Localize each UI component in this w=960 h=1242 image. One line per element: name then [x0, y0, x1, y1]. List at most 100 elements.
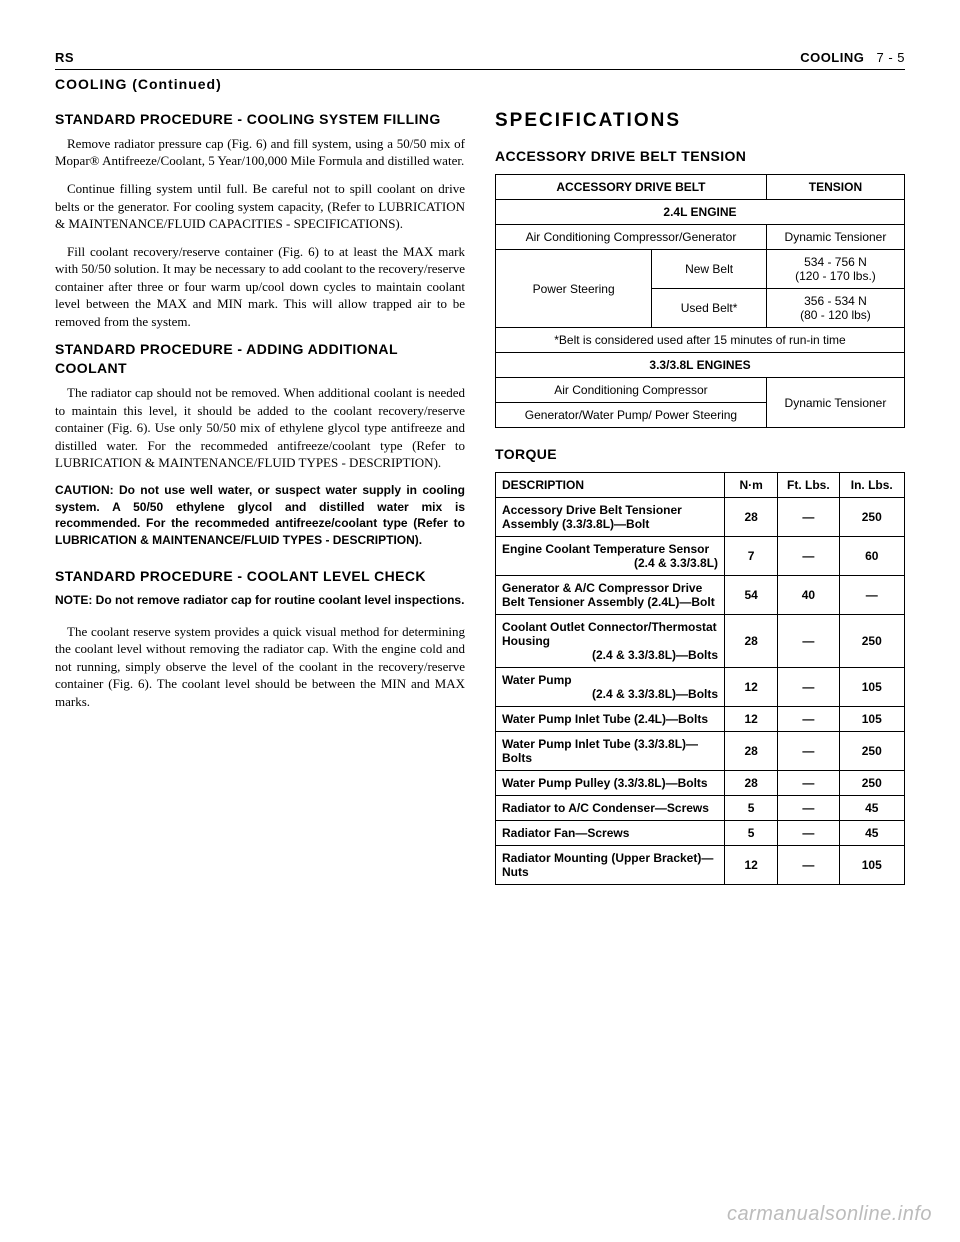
- belt-footnote: *Belt is considered used after 15 minute…: [496, 328, 905, 353]
- watermark: carmanualsonline.info: [727, 1203, 932, 1226]
- torque-desc: Coolant Outlet Connector/Thermostat Hous…: [496, 615, 725, 668]
- table-row: 3.3/3.8L ENGINES: [496, 353, 905, 378]
- engine-24-row: 2.4L ENGINE: [496, 200, 905, 225]
- used-belt-value: 356 - 534 N (80 - 120 lbs): [766, 289, 904, 328]
- table-row: Water Pump Inlet Tube (3.3/3.8L)—Bolts28…: [496, 732, 905, 771]
- torque-in: 105: [839, 668, 904, 707]
- ac-compressor-tension: Dynamic Tensioner: [766, 225, 904, 250]
- para-adding-1: The radiator cap should not be removed. …: [55, 384, 465, 472]
- torque-desc: Radiator to A/C Condenser—Screws: [496, 796, 725, 821]
- table-row: Engine Coolant Temperature Sensor(2.4 & …: [496, 537, 905, 576]
- torque-ft: —: [778, 732, 839, 771]
- torque-in: —: [839, 576, 904, 615]
- table-row: Water Pump(2.4 & 3.3/3.8L)—Bolts12—105: [496, 668, 905, 707]
- torque-in: 250: [839, 732, 904, 771]
- heading-filling: STANDARD PROCEDURE - COOLING SYSTEM FILL…: [55, 110, 465, 129]
- torque-in: 105: [839, 707, 904, 732]
- table-row: Water Pump Inlet Tube (2.4L)—Bolts12—105: [496, 707, 905, 732]
- torque-ft: —: [778, 615, 839, 668]
- torque-in: 45: [839, 796, 904, 821]
- table-row: Radiator to A/C Condenser—Screws5—45: [496, 796, 905, 821]
- torque-desc: Generator & A/C Compressor Drive Belt Te…: [496, 576, 725, 615]
- torque-desc: Accessory Drive Belt Tensioner Assembly …: [496, 498, 725, 537]
- ac-compressor-33-label: Air Conditioning Compressor: [496, 378, 767, 403]
- torque-nm: 28: [725, 732, 778, 771]
- heading-belt-tension: ACCESSORY DRIVE BELT TENSION: [495, 148, 905, 164]
- heading-torque: TORQUE: [495, 446, 905, 462]
- torque-desc: Radiator Fan—Screws: [496, 821, 725, 846]
- torque-table: DESCRIPTION N·m Ft. Lbs. In. Lbs. Access…: [495, 472, 905, 885]
- torque-nm: 28: [725, 771, 778, 796]
- table-row: Air Conditioning Compressor/Generator Dy…: [496, 225, 905, 250]
- torque-desc: Water Pump Inlet Tube (2.4L)—Bolts: [496, 707, 725, 732]
- torque-desc: Engine Coolant Temperature Sensor(2.4 & …: [496, 537, 725, 576]
- torque-nm: 54: [725, 576, 778, 615]
- belt-tension-table: ACCESSORY DRIVE BELT TENSION 2.4L ENGINE…: [495, 174, 905, 428]
- torque-nm: 7: [725, 537, 778, 576]
- heading-specifications: SPECIFICATIONS: [495, 110, 905, 132]
- torque-head-in: In. Lbs.: [839, 473, 904, 498]
- torque-ft: —: [778, 707, 839, 732]
- torque-in: 45: [839, 821, 904, 846]
- page-header-row: RS COOLING 7 - 5: [55, 50, 905, 65]
- left-column: STANDARD PROCEDURE - COOLING SYSTEM FILL…: [55, 102, 465, 885]
- engine-33-row: 3.3/3.8L ENGINES: [496, 353, 905, 378]
- table-row: Air Conditioning Compressor Dynamic Tens…: [496, 378, 905, 403]
- torque-nm: 12: [725, 707, 778, 732]
- torque-in: 60: [839, 537, 904, 576]
- torque-ft: —: [778, 771, 839, 796]
- note-text: NOTE: Do not remove radiator cap for rou…: [55, 592, 465, 609]
- generator-pump-label: Generator/Water Pump/ Power Steering: [496, 403, 767, 428]
- torque-in: 250: [839, 771, 904, 796]
- belt-head-right: TENSION: [766, 175, 904, 200]
- torque-in: 250: [839, 615, 904, 668]
- table-row: Accessory Drive Belt Tensioner Assembly …: [496, 498, 905, 537]
- torque-ft: —: [778, 498, 839, 537]
- dynamic-tensioner-33: Dynamic Tensioner: [766, 378, 904, 428]
- table-row: Generator & A/C Compressor Drive Belt Te…: [496, 576, 905, 615]
- table-row: *Belt is considered used after 15 minute…: [496, 328, 905, 353]
- torque-head-nm: N·m: [725, 473, 778, 498]
- torque-desc: Water Pump(2.4 & 3.3/3.8L)—Bolts: [496, 668, 725, 707]
- heading-level-check: STANDARD PROCEDURE - COOLANT LEVEL CHECK: [55, 567, 465, 586]
- para-level-1: The coolant reserve system provides a qu…: [55, 623, 465, 711]
- torque-nm: 12: [725, 846, 778, 885]
- para-filling-3: Fill coolant recovery/reserve container …: [55, 243, 465, 331]
- torque-head-ft: Ft. Lbs.: [778, 473, 839, 498]
- section-continued: COOLING (Continued): [55, 76, 905, 92]
- para-filling-2: Continue filling system until full. Be c…: [55, 180, 465, 233]
- header-rule: [55, 69, 905, 70]
- header-right: COOLING 7 - 5: [800, 50, 905, 65]
- table-row: Radiator Mounting (Upper Bracket)—Nuts12…: [496, 846, 905, 885]
- torque-desc: Water Pump Inlet Tube (3.3/3.8L)—Bolts: [496, 732, 725, 771]
- ac-compressor-label: Air Conditioning Compressor/Generator: [496, 225, 767, 250]
- torque-in: 105: [839, 846, 904, 885]
- torque-ft: —: [778, 821, 839, 846]
- torque-in: 250: [839, 498, 904, 537]
- power-steering-label: Power Steering: [496, 250, 652, 328]
- right-column: SPECIFICATIONS ACCESSORY DRIVE BELT TENS…: [495, 102, 905, 885]
- torque-ft: 40: [778, 576, 839, 615]
- torque-ft: —: [778, 668, 839, 707]
- torque-nm: 5: [725, 821, 778, 846]
- new-belt-value: 534 - 756 N (120 - 170 lbs.): [766, 250, 904, 289]
- torque-desc: Water Pump Pulley (3.3/3.8L)—Bolts: [496, 771, 725, 796]
- new-belt-label: New Belt: [652, 250, 767, 289]
- two-column-layout: STANDARD PROCEDURE - COOLING SYSTEM FILL…: [55, 102, 905, 885]
- table-row: Water Pump Pulley (3.3/3.8L)—Bolts28—250: [496, 771, 905, 796]
- torque-ft: —: [778, 796, 839, 821]
- torque-ft: —: [778, 537, 839, 576]
- header-left: RS: [55, 50, 74, 65]
- table-row: Power Steering New Belt 534 - 756 N (120…: [496, 250, 905, 289]
- table-row: Radiator Fan—Screws5—45: [496, 821, 905, 846]
- manual-page: RS COOLING 7 - 5 COOLING (Continued) STA…: [0, 0, 960, 885]
- table-row: 2.4L ENGINE: [496, 200, 905, 225]
- belt-head-left: ACCESSORY DRIVE BELT: [496, 175, 767, 200]
- torque-head-desc: DESCRIPTION: [496, 473, 725, 498]
- para-filling-1: Remove radiator pressure cap (Fig. 6) an…: [55, 135, 465, 170]
- torque-ft: —: [778, 846, 839, 885]
- caution-text: CAUTION: Do not use well water, or suspe…: [55, 482, 465, 549]
- table-row: DESCRIPTION N·m Ft. Lbs. In. Lbs.: [496, 473, 905, 498]
- used-belt-label: Used Belt*: [652, 289, 767, 328]
- torque-nm: 5: [725, 796, 778, 821]
